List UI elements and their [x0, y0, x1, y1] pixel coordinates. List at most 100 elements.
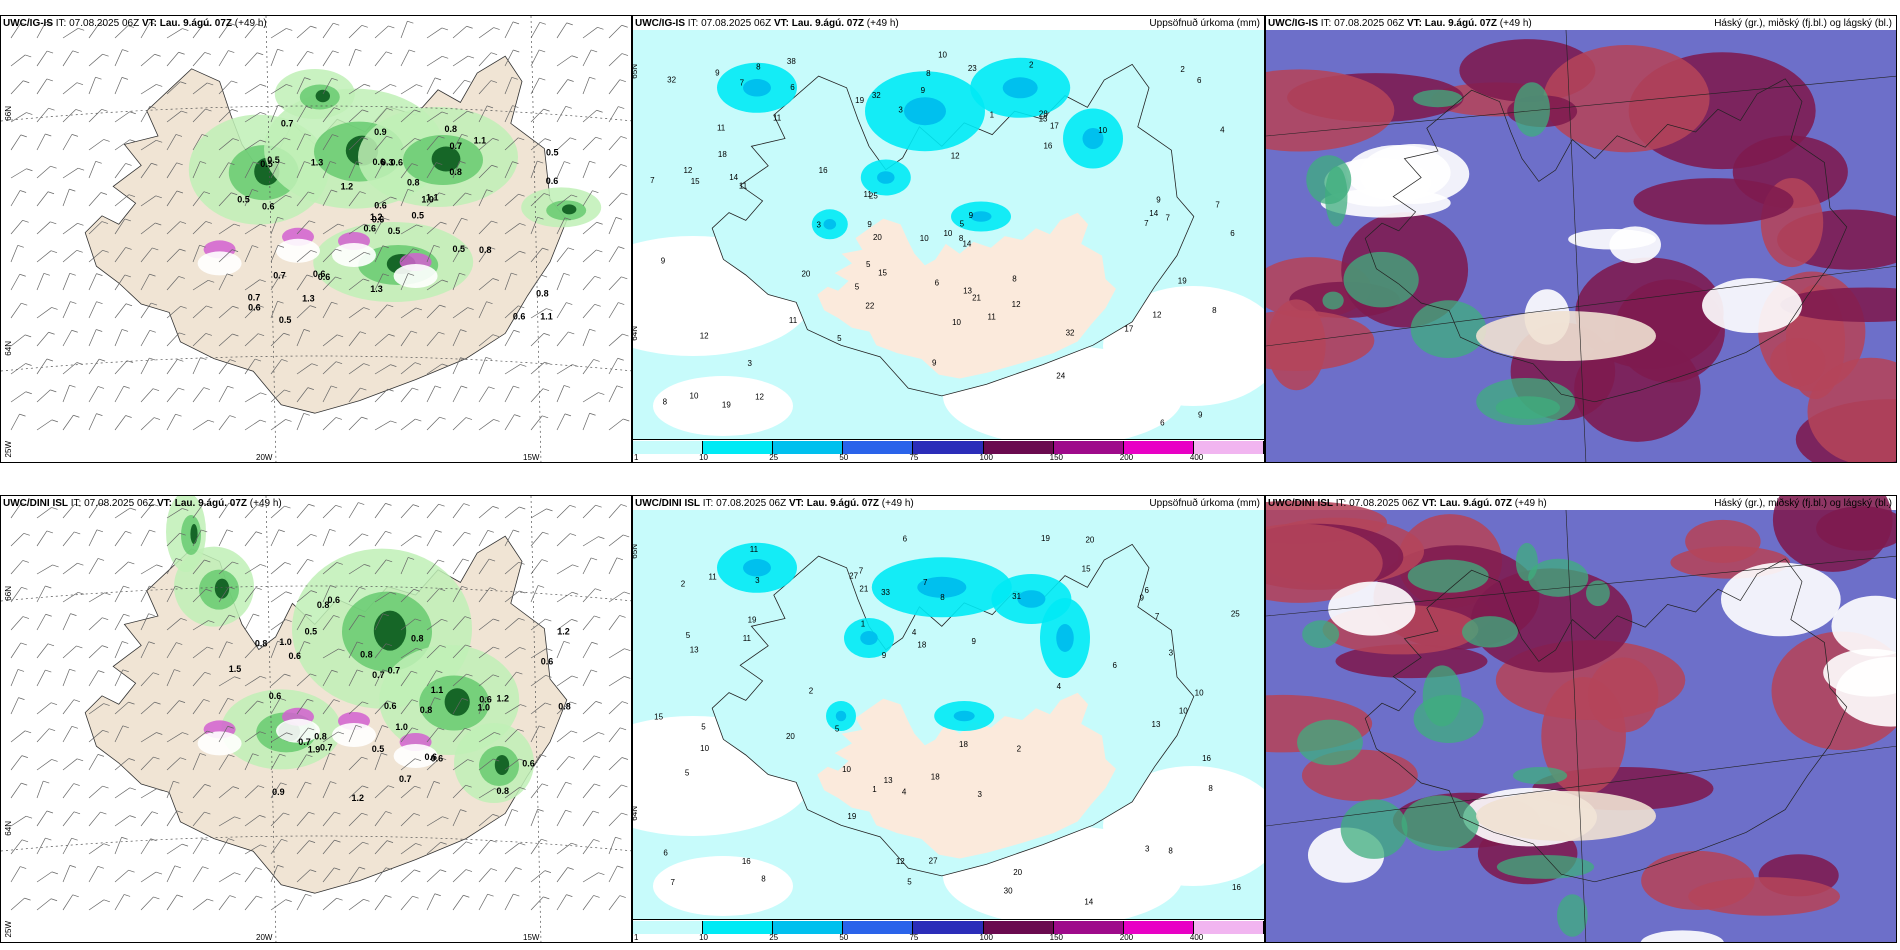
precip-value-label: 13: [884, 776, 893, 785]
wind-barb: [62, 811, 81, 827]
precip-value-label: 4: [1057, 682, 1062, 691]
wind-barb: [36, 898, 58, 911]
clear-sky-area: [1640, 930, 1724, 942]
wind-barb: [322, 107, 341, 123]
wind-barb: [244, 613, 260, 631]
wind-barb: [530, 618, 552, 631]
wind-barb: [88, 899, 110, 911]
wind-barb: [10, 363, 32, 375]
precip-value-label: 0.5: [546, 148, 559, 158]
precip-value-label: 8: [1212, 306, 1217, 315]
wind-barb: [322, 189, 338, 207]
colorbar-tick: 150: [1049, 453, 1064, 462]
wind-barb: [400, 534, 422, 547]
wind-barb: [166, 81, 187, 95]
precip-value-label: 1.0: [279, 637, 292, 647]
precip-value-label: 2: [1017, 744, 1022, 753]
precip-value-label: 18: [917, 640, 926, 649]
wind-barb: [192, 108, 212, 123]
precip-value-label: 0.7: [388, 665, 401, 675]
colorbar-tick: 1: [634, 453, 639, 462]
precip-value-label: 10: [952, 318, 961, 327]
precip-value-label: 0.6: [522, 758, 535, 768]
wind-barb: [296, 77, 311, 95]
wind-barb: [244, 504, 264, 519]
wind-barb: [192, 753, 207, 771]
colorbar-swatch: [773, 921, 844, 934]
wind-barb: [374, 333, 395, 347]
wind-barb: [114, 303, 133, 319]
ice-cap: [393, 744, 438, 768]
precip-value-label: 1.0: [395, 722, 408, 732]
precip-value-label: 32: [872, 91, 881, 100]
wind-barb: [608, 591, 631, 603]
wind-barb: [296, 590, 318, 603]
wind-barb: [114, 329, 129, 347]
precip-colorbar: 1 10 25 50 75 100 150 200 400: [633, 439, 1264, 462]
wind-barb: [582, 810, 600, 827]
vt-value: Lau. 9.ágú. 07Z: [1439, 498, 1512, 509]
wind-barb: [426, 192, 446, 207]
wind-barb: [400, 727, 419, 743]
precip-value-label: 12: [683, 166, 692, 175]
wind-barb: [348, 701, 369, 715]
precip-value-label: 4: [912, 628, 917, 637]
precip-value-label: 5: [907, 877, 912, 886]
precip-value-label: 0.8: [255, 639, 268, 649]
precip-value-label: 15: [654, 712, 663, 721]
wind-barb: [296, 25, 317, 39]
wind-barb: [374, 161, 390, 179]
colorbar-swatch: [703, 921, 774, 934]
wind-barb: [114, 194, 136, 207]
wind-barb: [348, 109, 369, 123]
wind-barb: [10, 815, 33, 827]
wind-barb: [140, 585, 156, 603]
wind-barb: [192, 646, 214, 659]
wind-barb: [530, 870, 552, 883]
precip-value-label: 8: [1012, 274, 1017, 283]
wind-barb: [192, 357, 207, 375]
wind-barb: [400, 869, 421, 883]
wind-barb: [36, 165, 57, 179]
wind-barb: [140, 357, 156, 375]
precip-value-label: 38: [787, 57, 796, 66]
precip-colorbar: 1 10 25 50 75 100 150 200 400: [633, 919, 1264, 942]
wind-barb: [556, 867, 574, 883]
precip-value-label: 4: [1220, 126, 1225, 135]
wind-barb: [114, 111, 136, 123]
wind-barb: [478, 105, 494, 123]
wind-barb: [478, 618, 500, 631]
wind-barb: [530, 585, 545, 603]
wind-barb: [452, 585, 468, 603]
wind-barb: [400, 362, 422, 375]
wind-barb: [504, 105, 519, 123]
wind-barb: [478, 220, 498, 235]
wind-barb: [348, 48, 362, 67]
precip-area-heavy: [494, 755, 510, 775]
wind-barb: [426, 304, 446, 319]
wind-barb: [374, 196, 397, 207]
wind-barb: [218, 359, 236, 375]
wind-barb: [114, 77, 129, 95]
wind-barb: [322, 731, 345, 743]
wind-barb: [62, 613, 77, 631]
wind-barb: [426, 697, 441, 715]
precip-value-label: 1.9: [308, 744, 321, 754]
wind-barb: [166, 51, 185, 67]
wind-barb: [166, 221, 187, 235]
wind-barb: [426, 869, 447, 883]
precip-value-label: 14: [962, 240, 971, 249]
precip-value-label: 1.2: [557, 626, 570, 636]
axis-label: 66N: [4, 586, 13, 601]
precip-value-label: 0.8: [558, 701, 571, 711]
wind-barb: [88, 108, 108, 123]
panel-title: Uppsöfnuð úrkoma (mm): [1149, 18, 1260, 29]
wind-barb: [348, 137, 368, 151]
wind-barb: [62, 837, 78, 855]
precip-value-label: 19: [847, 812, 856, 821]
wind-barb: [452, 357, 467, 375]
wind-barb: [218, 754, 235, 771]
wind-barb: [10, 112, 33, 123]
wind-barb: [10, 532, 30, 547]
wind-barb: [10, 334, 32, 347]
